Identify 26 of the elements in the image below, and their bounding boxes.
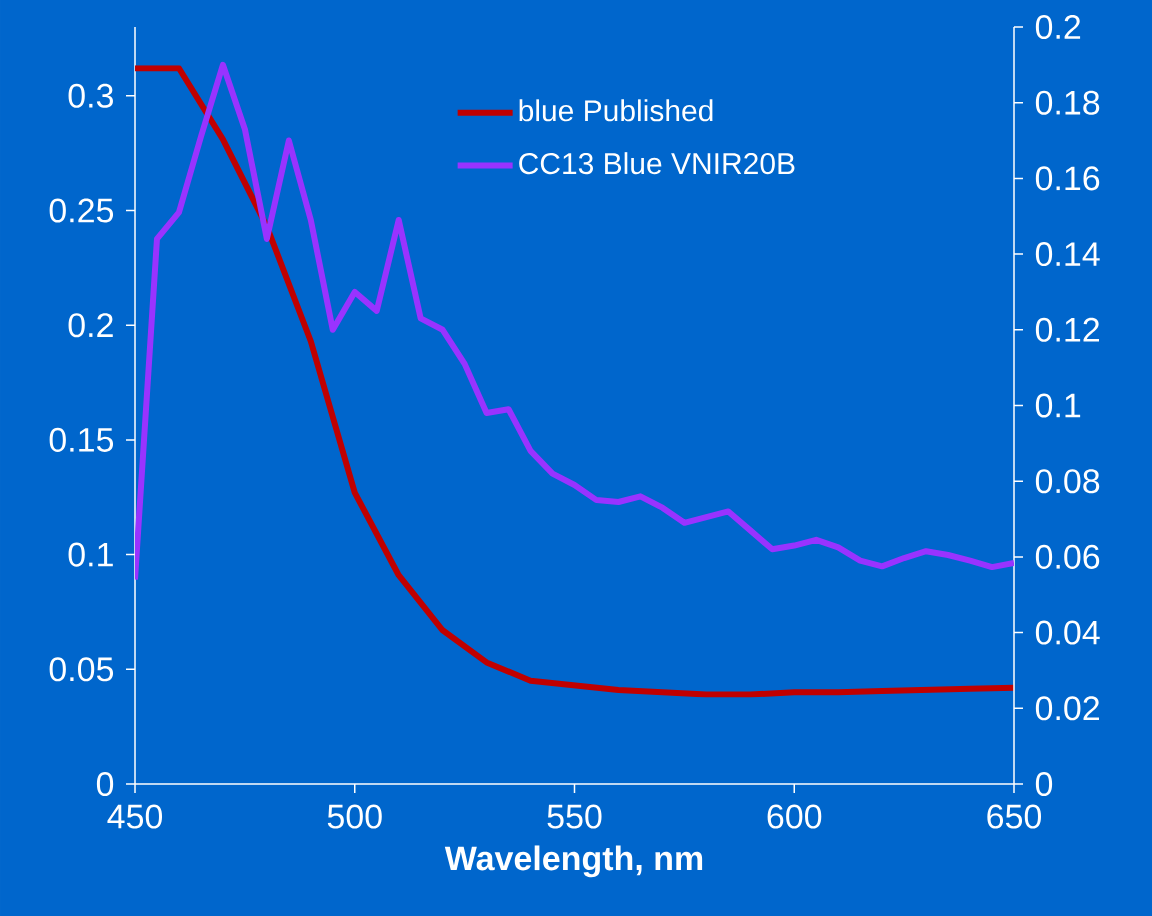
x-tick-label: 600: [767, 804, 822, 829]
y2-tick-label: 0.04: [1035, 620, 1100, 645]
y-tick-label: 0: [96, 771, 114, 797]
legend-label: blue Published: [519, 99, 713, 122]
y-tick-label: 0.2: [68, 313, 113, 338]
y2-tick-label: 0.08: [1035, 469, 1100, 494]
x-tick-label: 550: [547, 804, 602, 829]
x-axis-title: Wavelength, nm: [444, 845, 703, 878]
y2-tick-label: 0: [1035, 771, 1053, 797]
y-tick-label: 0.15: [49, 427, 114, 452]
y-tick-label: 0.1: [68, 542, 113, 567]
y2-tick-label: 0.2: [1035, 14, 1081, 40]
y2-tick-label: 0.02: [1035, 696, 1099, 721]
legend-label: CC13 Blue VNIR20B: [519, 152, 795, 175]
x-tick-label: 450: [107, 804, 163, 829]
y2-tick-label: 0.14: [1035, 242, 1100, 267]
y2-tick-label: 0.16: [1035, 166, 1100, 191]
y2-tick-label: 0.18: [1035, 90, 1100, 115]
y2-tick-label: 0.1: [1035, 393, 1081, 418]
y-tick-label: 0.3: [68, 83, 113, 108]
x-tick-label: 500: [327, 804, 382, 829]
y-tick-label: 0.05: [49, 657, 114, 682]
x-tick-label: 650: [987, 804, 1042, 829]
y-tick-label: 0.25: [49, 198, 114, 223]
y2-tick-label: 0.06: [1035, 544, 1100, 569]
y2-tick-label: 0.12: [1035, 317, 1099, 342]
